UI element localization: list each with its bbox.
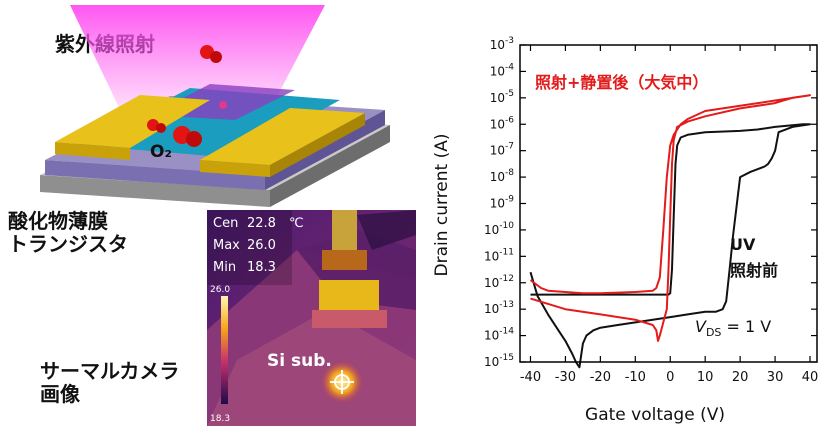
thermal-label-line2: 画像 xyxy=(40,382,80,406)
x-tick-label: -20 xyxy=(590,370,611,385)
transistor-schematic: O₂ xyxy=(40,5,390,207)
transfer-curve-chart: -40 -30 -20 -10 0 10 20 30 40 10-3 10-4 10-5 10-6 10-… xyxy=(432,36,819,425)
y-tick-label: 10-9 xyxy=(490,195,515,211)
cen-label: Cen xyxy=(213,216,238,231)
x-tick-label: -40 xyxy=(520,370,541,385)
scale-top-label: 26.0 xyxy=(210,285,230,295)
source-electrode-front xyxy=(55,142,130,160)
substrate-bottom-front xyxy=(40,175,270,207)
min-label: Min xyxy=(213,260,236,275)
y-tick-label: 10-8 xyxy=(490,168,515,184)
scale-bottom-label: 18.3 xyxy=(210,414,230,424)
max-value: 26.0 xyxy=(247,238,276,253)
y-axis-label: Drain current (A) xyxy=(432,133,452,276)
series-after-line xyxy=(529,94,811,342)
vds-value: = 1 V xyxy=(721,317,771,336)
cen-value: 22.8 xyxy=(247,216,276,231)
before-uv-annotation-line2: 照射前 xyxy=(730,261,778,280)
thermal-label-line1: サーマルカメラ xyxy=(40,359,180,383)
device-label-line2: トランジスタ xyxy=(8,232,128,256)
si-substrate-label: Si sub. xyxy=(267,351,332,371)
y-tick-label: 10-7 xyxy=(490,142,514,158)
oxide-channel xyxy=(80,88,340,158)
x-tick-label: 40 xyxy=(802,370,819,385)
after-uv-annotation: 照射+静置後（大気中） xyxy=(535,73,708,92)
source-electrode xyxy=(55,95,210,148)
y-tick-label: 10-14 xyxy=(484,327,514,343)
y-tick-label: 10-11 xyxy=(484,247,514,263)
x-axis-label: Gate voltage (V) xyxy=(585,405,725,425)
thermal-camera-image: Cen 22.8 ℃ Max 26.0 Min 18.3 26.0 18.3 S… xyxy=(207,210,416,426)
x-tick-label: -10 xyxy=(625,370,646,385)
drain-electrode xyxy=(200,108,365,165)
y-tick-label: 10-15 xyxy=(484,353,514,369)
oxygen-molecules xyxy=(147,45,227,147)
temperature-scale-bar xyxy=(221,296,228,404)
substrate-bottom-side xyxy=(270,125,390,207)
plot-frame xyxy=(519,44,818,363)
y-tick-label: 10-13 xyxy=(484,300,514,316)
series-before-line xyxy=(529,123,811,369)
oxygen-label: O₂ xyxy=(150,142,172,162)
thermal-camera-label: サーマルカメラ 画像 xyxy=(40,360,179,406)
x-tick-label: 30 xyxy=(767,370,784,385)
x-tick-label: 10 xyxy=(697,370,714,385)
crosshair-icon xyxy=(330,370,354,394)
vds-annotation: VDS = 1 V xyxy=(695,317,771,339)
min-value: 18.3 xyxy=(247,260,276,275)
y-tick-label: 10-4 xyxy=(490,62,515,78)
y-tick-label: 10-6 xyxy=(490,115,515,131)
x-tick-label: -30 xyxy=(555,370,576,385)
device-label-line1: 酸化物薄膜 xyxy=(8,209,108,233)
gate-layer-front xyxy=(45,160,265,190)
vds-subscript: DS xyxy=(706,326,721,339)
vds-symbol: V xyxy=(695,317,707,336)
temp-unit: ℃ xyxy=(289,216,304,231)
y-tick-label: 10-3 xyxy=(490,36,514,52)
y-tick-label: 10-5 xyxy=(490,89,514,105)
drain-electrode-front xyxy=(200,160,270,177)
before-uv-annotation-line1: UV xyxy=(730,235,756,254)
max-label: Max xyxy=(213,238,240,253)
device-label: 酸化物薄膜 トランジスタ xyxy=(8,210,128,256)
y-tick-label: 10-10 xyxy=(484,221,514,237)
x-tick-label: 0 xyxy=(666,370,674,385)
drain-electrode-side xyxy=(270,113,365,177)
y-tick-label: 10-12 xyxy=(484,274,514,290)
x-tick-label: 20 xyxy=(732,370,749,385)
